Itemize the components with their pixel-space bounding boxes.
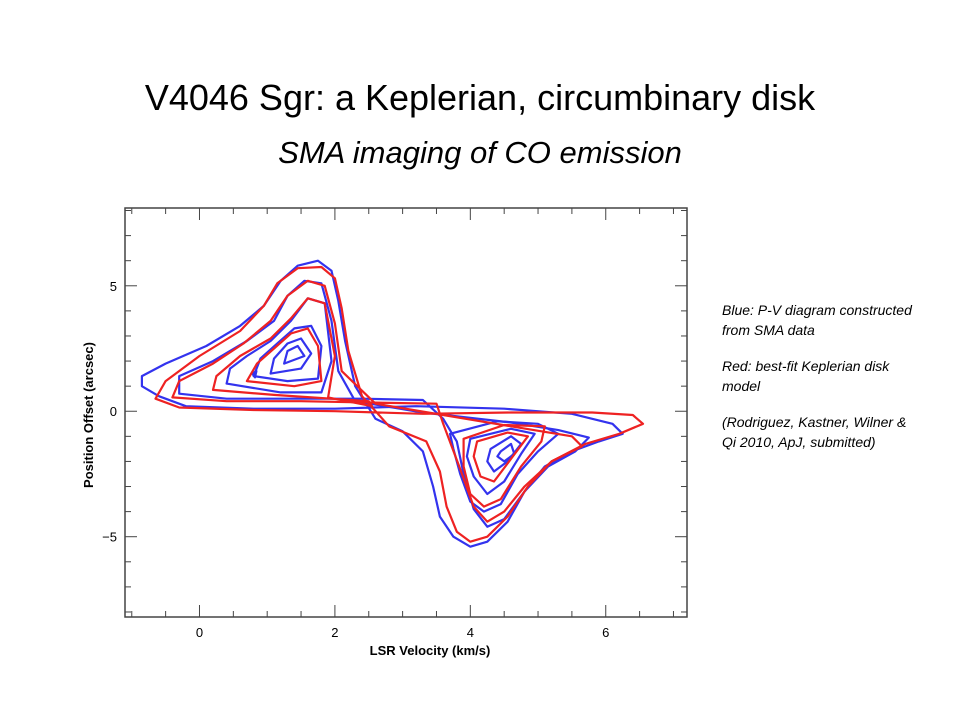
observed-contour: [269, 337, 313, 375]
observed-contour: [140, 259, 624, 548]
observed-contour: [252, 324, 323, 383]
x-tick-label: 0: [196, 625, 203, 640]
y-tick-label: 0: [110, 404, 117, 419]
model-contour: [472, 431, 529, 483]
x-tick-label: 6: [602, 625, 609, 640]
note-blue: Blue: P-V diagram constructed from SMA d…: [722, 302, 912, 338]
model-contour: [245, 327, 323, 388]
series-model: [154, 265, 645, 543]
note-citation: (Rodriguez, Kastner, Wilner & Qi 2010, A…: [722, 414, 907, 450]
model-contour: [171, 279, 584, 523]
model-contour: [154, 265, 645, 543]
plot-frame: [124, 207, 688, 618]
tick-marks: [125, 208, 687, 617]
model-contour: [462, 423, 546, 508]
observed-contour: [448, 420, 560, 513]
observed-contour: [465, 427, 536, 496]
y-tick-labels: 5 0 −5: [102, 279, 117, 545]
observed-contour: [486, 435, 523, 473]
x-tick-labels: 0 2 4 6: [196, 625, 609, 640]
slide-subtitle: SMA imaging of CO emission: [278, 135, 682, 170]
slide-title: V4046 Sgr: a Keplerian, circumbinary dis…: [144, 77, 816, 118]
observed-contour: [283, 344, 306, 365]
observed-contour: [496, 442, 516, 463]
x-tick-label: 4: [467, 625, 474, 640]
note-red: Red: best-fit Keplerian disk model: [722, 358, 890, 394]
x-tick-label: 2: [331, 625, 338, 640]
y-tick-label: 5: [110, 279, 117, 294]
observed-contour: [251, 370, 258, 379]
model-contour: [211, 297, 374, 408]
y-axis-label: Position Offset (arcsec): [81, 342, 96, 488]
legend-notes: Blue: P-V diagram constructed from SMA d…: [722, 300, 922, 468]
pv-contour-chart: 0 2 4 6 5 0 −5 LSR Velocity (km/s) Position O…: [81, 207, 688, 658]
y-tick-label: −5: [102, 530, 117, 545]
x-axis-label: LSR Velocity (km/s): [370, 643, 491, 658]
